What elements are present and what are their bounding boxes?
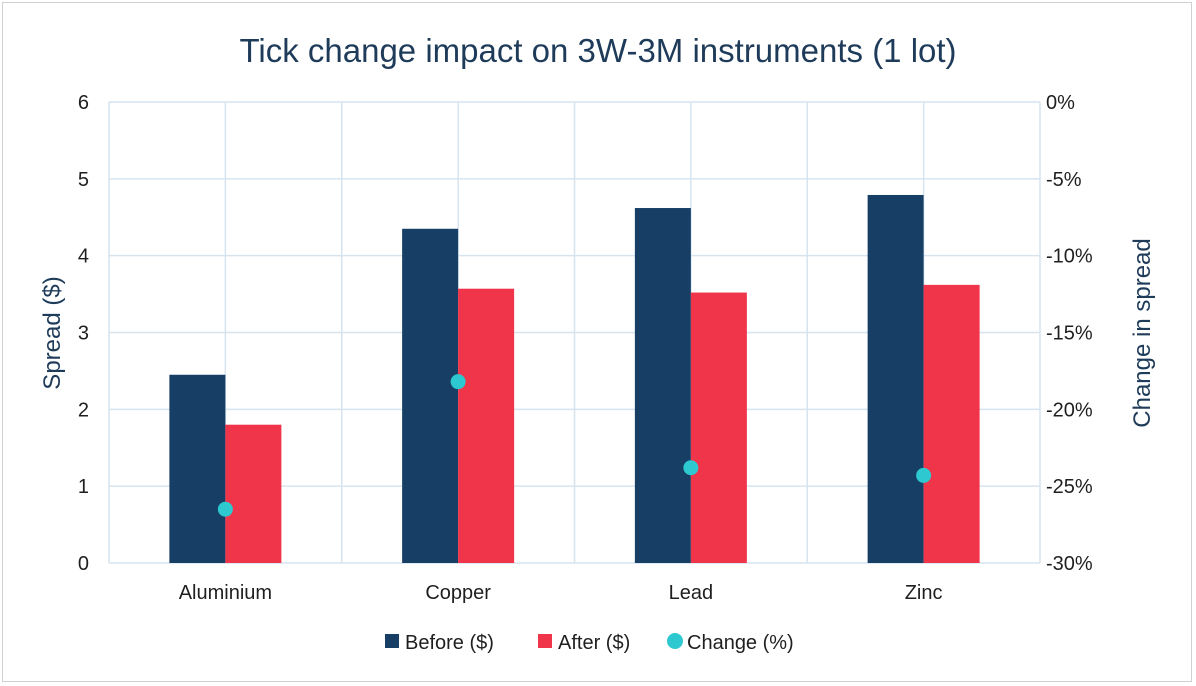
- category-labels: Aluminium Copper Lead Zinc: [179, 582, 943, 604]
- category-label-aluminium: Aluminium: [179, 582, 272, 604]
- right-axis-title: Change in spread: [1129, 238, 1156, 427]
- legend-label-0: Before ($): [405, 632, 494, 654]
- legend: Before ($) After ($) Change (%): [385, 632, 794, 654]
- right-tick-label: -10%: [1046, 246, 1093, 268]
- category-label-zinc: Zinc: [905, 582, 943, 604]
- change-point-copper: [450, 374, 466, 390]
- bar-after-copper: [458, 288, 515, 563]
- bar-after-aluminium: [225, 424, 282, 563]
- legend-label-1: After ($): [558, 632, 630, 654]
- left-tick-label: 5: [78, 169, 89, 191]
- change-point-aluminium: [217, 501, 233, 517]
- change-points: [217, 374, 932, 517]
- left-tick-label: 4: [78, 246, 89, 268]
- right-tick-label: -15%: [1046, 323, 1093, 345]
- right-tick-label: -30%: [1046, 553, 1093, 575]
- bar-after-zinc: [923, 284, 980, 563]
- bar-after-lead: [690, 292, 747, 563]
- bar-before-lead: [634, 208, 691, 563]
- right-axis-ticks: -30% -25% -20% -15% -10% -5% 0%: [1046, 92, 1093, 575]
- left-tick-label: 0: [78, 553, 89, 575]
- left-axis-ticks: 0 1 2 3 4 5 6: [78, 92, 89, 575]
- right-tick-label: -20%: [1046, 399, 1093, 421]
- right-tick-label: -25%: [1046, 476, 1093, 498]
- legend-marker-1: [538, 634, 552, 648]
- bar-before-aluminium: [169, 374, 226, 563]
- left-tick-label: 1: [78, 476, 89, 498]
- bar-before-copper: [402, 228, 459, 563]
- left-axis-title: Spread ($): [39, 276, 66, 389]
- legend-marker-2: [667, 633, 683, 649]
- right-tick-label: -5%: [1046, 169, 1082, 191]
- right-tick-label: 0%: [1046, 92, 1075, 114]
- bar-before-zinc: [867, 194, 924, 564]
- category-label-lead: Lead: [669, 582, 714, 604]
- legend-marker-0: [385, 634, 399, 648]
- chart-title: Tick change impact on 3W-3M instruments …: [239, 32, 956, 69]
- left-tick-label: 6: [78, 92, 89, 114]
- change-point-zinc: [916, 467, 932, 483]
- left-tick-label: 2: [78, 399, 89, 421]
- left-tick-label: 3: [78, 323, 89, 345]
- category-label-copper: Copper: [425, 582, 491, 604]
- legend-label-2: Change (%): [687, 632, 794, 654]
- bars: [169, 194, 980, 564]
- change-point-lead: [683, 460, 699, 476]
